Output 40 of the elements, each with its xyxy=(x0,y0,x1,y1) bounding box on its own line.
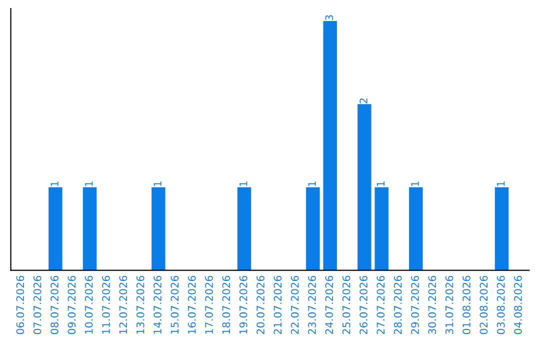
data-label: 1 xyxy=(85,182,93,186)
data-label: 3 xyxy=(325,15,334,20)
data-label: 1 xyxy=(154,182,162,186)
data-label: 1 xyxy=(411,182,419,186)
x-tick-label: 02.08.2026 xyxy=(480,276,488,334)
x-tick-label: 19.07.2026 xyxy=(239,276,248,334)
x-tick-label: 26.07.2026 xyxy=(360,276,368,334)
x-tick-label: 17.07.2026 xyxy=(205,276,213,334)
x-tick-label: 10.07.2026 xyxy=(84,276,93,334)
x-tick-label: 08.07.2026 xyxy=(50,276,58,334)
x-tick-label: 06.07.2026 xyxy=(16,276,24,334)
x-tick-label: 04.08.2026 xyxy=(514,276,522,334)
x-tick-label: 18.07.2026 xyxy=(222,276,230,334)
x-tick-label: 11.07.2026 xyxy=(102,276,110,334)
x-tick-label: 25.07.2026 xyxy=(342,276,350,334)
data-label: 1 xyxy=(240,182,248,186)
x-tick-label: 22.07.2026 xyxy=(290,276,299,334)
data-label: 2 xyxy=(360,98,368,104)
x-tick-label: 20.07.2026 xyxy=(256,276,264,334)
x-tick-label: 07.07.2026 xyxy=(33,276,42,334)
x-tick-label: 12.07.2026 xyxy=(119,276,128,334)
x-tick-label: 27.07.2026 xyxy=(376,276,385,334)
x-tick-label: 13.07.2026 xyxy=(136,276,144,334)
x-tick-label: 03.08.2026 xyxy=(496,276,505,334)
x-tick-label: 31.07.2026 xyxy=(445,276,454,334)
data-label: 1 xyxy=(497,182,505,186)
x-tick-label: 14.07.2026 xyxy=(154,276,162,334)
x-tick-label: 28.07.2026 xyxy=(394,276,402,334)
x-tick-label: 21.07.2026 xyxy=(274,276,282,334)
x-tick-label: 30.07.2026 xyxy=(428,276,436,334)
x-tick-label: 16.07.2026 xyxy=(188,276,196,334)
x-tick-label: 23.07.2026 xyxy=(308,276,316,334)
data-label: 1 xyxy=(50,182,58,186)
x-tick-label: 01.08.2026 xyxy=(462,276,470,334)
x-tick-label: 09.07.2026 xyxy=(68,276,76,334)
data-label: 1 xyxy=(376,182,384,186)
x-tick-label: 29.07.2026 xyxy=(411,276,419,334)
x-tick-label: 15.07.2026 xyxy=(170,276,179,334)
x-tick-label: 24.07.2026 xyxy=(325,276,334,334)
data-label: 1 xyxy=(308,182,316,186)
